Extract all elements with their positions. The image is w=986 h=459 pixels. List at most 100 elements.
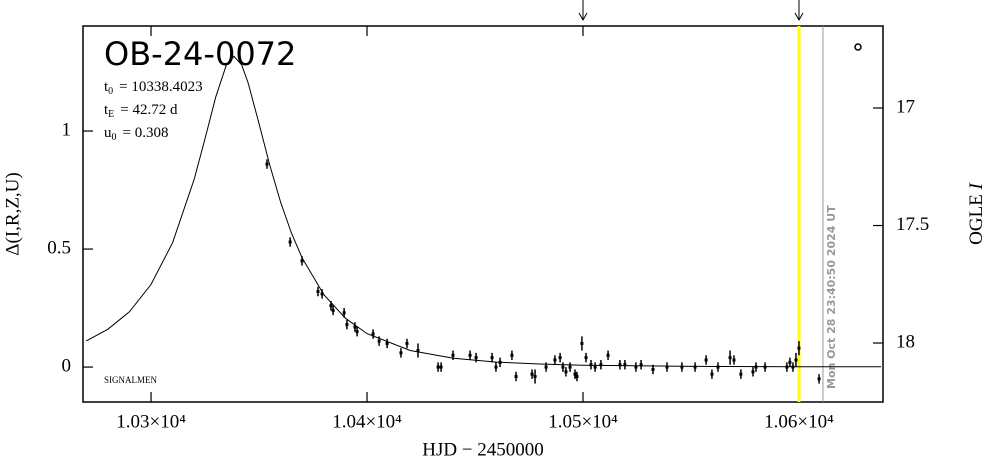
y-axis-label: Δ(I,R,Z,U): [2, 172, 23, 255]
data-point: [704, 358, 708, 362]
model-curve: [85, 55, 882, 368]
data-point: [791, 365, 795, 369]
data-point: [589, 363, 593, 367]
marker-icon: [854, 43, 862, 51]
data-point: [593, 365, 597, 369]
data-point: [794, 358, 798, 362]
data-point: [530, 372, 534, 376]
data-point: [716, 365, 720, 369]
arrow-head: [578, 12, 588, 22]
data-point: [797, 346, 801, 350]
parameter-symbol: u: [104, 125, 112, 141]
x-tick-label: 1.05×10⁴: [548, 411, 618, 432]
data-point: [533, 375, 537, 379]
data-point: [665, 365, 669, 369]
data-point: [355, 330, 359, 334]
now-label: Mon Oct 28 23:40:50 2024 UT: [825, 205, 838, 389]
data-point: [651, 367, 655, 371]
data-point: [329, 304, 333, 308]
data-point: [474, 356, 478, 360]
data-point: [817, 377, 821, 381]
y-tick-label: 1: [62, 119, 72, 140]
data-point: [345, 323, 349, 327]
data-point: [693, 365, 697, 369]
data-point: [451, 353, 455, 357]
data-point: [288, 240, 292, 244]
x-tick-label: 1.03×10⁴: [116, 411, 186, 432]
data-point: [316, 290, 320, 294]
data-point: [300, 259, 304, 263]
data-point: [553, 358, 557, 362]
y2-tick-label: 18: [896, 331, 915, 352]
data-point: [494, 365, 498, 369]
data-point: [544, 365, 548, 369]
data-point: [416, 349, 420, 353]
data-point: [573, 372, 577, 376]
data-point: [732, 358, 736, 362]
parameter-text: = 10338.4023: [119, 79, 202, 95]
data-point: [342, 311, 346, 315]
data-point: [436, 365, 440, 369]
data-point: [353, 325, 357, 329]
y2-tick-label: 17: [896, 96, 915, 117]
y2-axis-label: OGLE I: [966, 181, 986, 244]
x-tick-label: 1.06×10⁴: [764, 411, 834, 432]
data-point: [788, 360, 792, 364]
data-point: [751, 370, 755, 374]
data-point: [439, 365, 443, 369]
data-point: [785, 365, 789, 369]
data-point: [584, 356, 588, 360]
data-point: [320, 292, 324, 296]
data-point: [623, 363, 627, 367]
data-point: [405, 341, 409, 345]
data-point: [680, 365, 684, 369]
data-point: [498, 360, 502, 364]
data-point: [606, 353, 610, 357]
data-point: [399, 351, 403, 355]
data-point: [710, 372, 714, 376]
data-point: [575, 375, 579, 379]
y2-label-italic: I: [966, 181, 986, 190]
y2-tick-label: 17.5: [896, 214, 929, 235]
data-point: [490, 356, 494, 360]
data-point: [639, 363, 643, 367]
data-point: [599, 363, 603, 367]
data-point: [331, 308, 335, 312]
data-point: [763, 365, 767, 369]
parameter: tE = 42.72 d: [104, 102, 178, 120]
data-point: [580, 341, 584, 345]
x-tick-label: 1.04×10⁴: [332, 411, 402, 432]
parameter-symbol: t: [104, 79, 109, 95]
plot-frame: [82, 25, 884, 403]
data-point: [514, 375, 518, 379]
arrow-head: [794, 12, 804, 22]
parameter: u0 = 0.308: [104, 125, 168, 143]
data-point: [568, 365, 572, 369]
data-point: [634, 365, 638, 369]
y-tick-label: 0.5: [47, 237, 71, 258]
data-point: [265, 162, 269, 166]
data-point: [739, 372, 743, 376]
chart-title: OB-24-0072: [104, 35, 296, 73]
data-point: [377, 339, 381, 343]
data-point: [371, 332, 375, 336]
data-point: [754, 365, 758, 369]
data-point: [558, 356, 562, 360]
parameter-text: = 0.308: [123, 125, 169, 141]
data-point: [385, 341, 389, 345]
data-point: [510, 353, 514, 357]
y2-label-text: OGLE: [966, 189, 986, 244]
data-point: [618, 363, 622, 367]
data-point: [728, 356, 732, 360]
parameter: t0 = 10338.4023: [104, 79, 203, 97]
data-point: [561, 365, 565, 369]
parameter-sub: 0: [112, 132, 117, 143]
parameter-sub: E: [108, 109, 114, 120]
parameter-sub: 0: [108, 86, 113, 97]
y-tick-label: 0: [62, 355, 72, 376]
x-axis-label: HJD − 2450000: [422, 439, 544, 459]
data-point: [564, 370, 568, 374]
data-point: [468, 353, 472, 357]
parameter-symbol: t: [104, 102, 109, 118]
